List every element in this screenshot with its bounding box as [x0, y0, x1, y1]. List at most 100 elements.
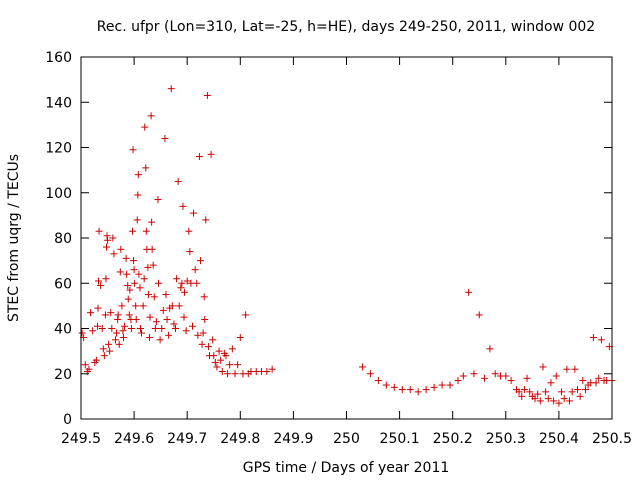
data-point	[398, 386, 406, 394]
data-point	[117, 245, 125, 253]
data-point	[102, 275, 110, 283]
data-point	[576, 392, 584, 400]
data-point	[158, 325, 166, 332]
data-point	[159, 306, 167, 314]
data-point	[94, 304, 102, 312]
data-point	[226, 361, 234, 369]
data-point	[92, 356, 100, 364]
data-point	[129, 227, 137, 235]
data-point	[109, 234, 117, 242]
x-tick-label: 250.4	[539, 431, 579, 447]
data-point	[191, 266, 199, 274]
data-point	[539, 363, 547, 371]
data-point	[507, 377, 515, 385]
data-point	[552, 372, 560, 380]
data-point	[147, 112, 155, 120]
data-point	[124, 295, 132, 303]
data-point	[140, 275, 148, 283]
data-point	[100, 352, 108, 360]
data-point	[595, 374, 603, 382]
data-point	[465, 288, 473, 296]
data-point	[187, 279, 195, 287]
x-tick-label: 250.5	[592, 431, 632, 447]
x-tick: 250.3	[486, 57, 526, 447]
data-point	[144, 291, 152, 299]
data-point	[263, 367, 271, 375]
data-point	[185, 227, 193, 235]
data-point	[146, 313, 154, 321]
data-point	[234, 361, 242, 369]
data-point	[486, 345, 494, 353]
data-point	[597, 336, 605, 344]
data-point	[93, 322, 101, 330]
data-point	[382, 381, 390, 389]
data-points	[78, 85, 616, 407]
data-point	[142, 227, 150, 235]
data-point	[148, 245, 156, 253]
data-point	[103, 232, 111, 240]
data-point	[112, 336, 120, 344]
data-point	[102, 243, 110, 251]
y-tick-label: 140	[45, 95, 72, 111]
y-tick: 100	[45, 186, 612, 202]
data-point	[178, 279, 186, 287]
data-point	[194, 331, 202, 339]
data-point	[175, 302, 183, 310]
y-tick-label: 160	[45, 50, 72, 66]
data-point	[139, 302, 147, 310]
y-tick-label: 40	[54, 322, 72, 338]
y-tick: 80	[54, 231, 612, 247]
data-point	[592, 379, 600, 387]
data-point	[204, 343, 212, 351]
data-point	[190, 209, 198, 217]
data-point	[563, 365, 571, 373]
data-point	[202, 216, 210, 224]
data-point	[358, 363, 366, 371]
x-tick-label: 249.8	[220, 431, 260, 447]
data-point	[133, 216, 141, 224]
data-point	[550, 397, 558, 405]
data-point	[107, 309, 115, 317]
data-point	[151, 325, 159, 332]
data-point	[531, 395, 539, 403]
data-point	[390, 383, 398, 391]
data-point	[195, 153, 203, 161]
data-point	[114, 315, 122, 323]
data-point	[446, 381, 454, 389]
data-point	[438, 381, 446, 389]
data-point	[207, 150, 215, 158]
data-point	[168, 302, 176, 310]
x-tick-label: 250.1	[380, 431, 420, 447]
data-point	[186, 248, 194, 256]
data-point	[520, 386, 528, 394]
data-point	[127, 325, 135, 332]
data-point	[115, 340, 123, 348]
data-point	[134, 171, 142, 179]
data-point	[172, 325, 180, 332]
data-point	[142, 164, 150, 172]
axis-ticks: 249.5 249.6 249.7 249.8 249.9 250 250.1 250.2 25…	[45, 50, 632, 447]
x-tick: 249.7	[167, 57, 207, 447]
data-point	[406, 386, 414, 394]
data-point	[566, 397, 574, 405]
x-tick-label: 250	[333, 431, 360, 447]
x-tick: 249.9	[273, 57, 313, 447]
x-tick-label: 249.9	[273, 431, 313, 447]
data-point	[161, 134, 169, 142]
data-point	[201, 315, 209, 323]
data-point	[97, 282, 105, 290]
data-point	[155, 279, 163, 287]
data-point	[182, 327, 190, 335]
data-point	[95, 277, 103, 285]
data-point	[199, 329, 207, 337]
data-point	[122, 254, 130, 262]
y-tick-label: 80	[54, 231, 72, 247]
data-point	[130, 257, 138, 265]
data-point	[181, 288, 189, 296]
data-point	[163, 315, 171, 323]
data-point	[126, 286, 134, 294]
data-point	[129, 146, 137, 154]
data-point	[130, 266, 138, 274]
data-point	[558, 388, 566, 396]
data-point	[108, 325, 116, 332]
